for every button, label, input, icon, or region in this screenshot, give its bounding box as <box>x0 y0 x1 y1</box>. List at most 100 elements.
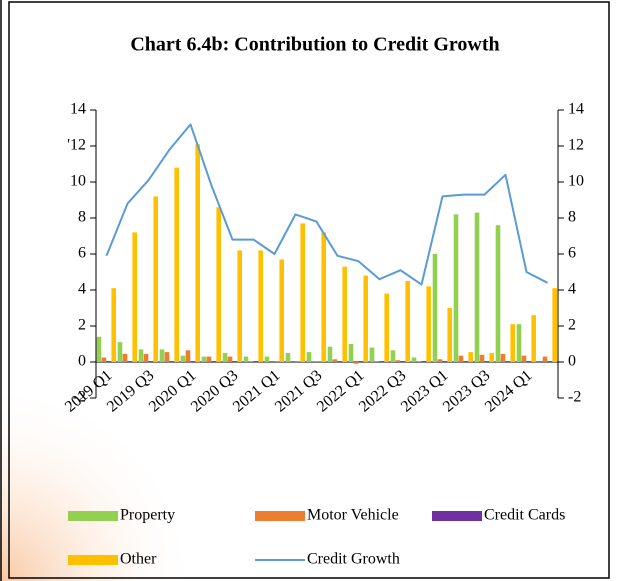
legend-label: Credit Cards <box>484 507 565 524</box>
bar <box>243 356 249 362</box>
y2-tick-label: 8 <box>568 209 576 226</box>
bar <box>495 225 501 362</box>
bar <box>526 361 532 362</box>
bar <box>195 144 200 362</box>
bar <box>400 361 406 362</box>
bar <box>106 361 112 362</box>
y2-tick-label: 4 <box>568 281 576 298</box>
y-tick-label: 2 <box>78 317 86 334</box>
bar <box>510 324 515 362</box>
bar <box>264 356 270 362</box>
bar <box>432 254 438 362</box>
x-tick-label: 2022 Q1 <box>314 367 367 416</box>
bar <box>531 315 536 362</box>
x-tick-label: 2021 Q3 <box>272 367 325 416</box>
bar <box>342 266 347 362</box>
x-tick-label: 2023 Q1 <box>398 367 451 416</box>
legend-label: Property <box>120 507 175 524</box>
bar <box>463 361 469 362</box>
bar <box>180 355 186 362</box>
bar <box>547 361 553 362</box>
x-tick-label: 2022 Q3 <box>356 367 409 416</box>
x-tick-label: 2024 Q1 <box>482 367 535 416</box>
bar <box>468 352 473 362</box>
bar <box>426 286 431 362</box>
bar <box>206 356 212 362</box>
bar <box>311 361 317 362</box>
y2-tick-label: 6 <box>568 245 576 262</box>
y2-tick-label: 14 <box>568 101 584 118</box>
bar <box>306 352 312 362</box>
bar <box>216 207 221 362</box>
x-tick-label: 2021 Q1 <box>230 367 283 416</box>
legend-label: Other <box>120 551 157 568</box>
x-tick-label: 2023 Q3 <box>440 367 493 416</box>
bar <box>285 353 291 362</box>
chart-frame <box>8 1 610 579</box>
y-tick-label: 14 <box>70 101 86 118</box>
y-tick-label: -2 <box>73 389 86 406</box>
bar <box>411 357 417 362</box>
bar <box>321 232 326 362</box>
y-tick-label: 8 <box>78 209 86 226</box>
bar <box>374 361 380 362</box>
bar <box>253 361 259 362</box>
bar <box>479 354 485 362</box>
bar <box>390 350 396 362</box>
bar <box>159 349 165 362</box>
bar <box>222 353 228 362</box>
background-decoration <box>0 380 200 581</box>
bar <box>542 356 548 362</box>
bar <box>379 361 385 362</box>
y2-tick-label: 0 <box>568 353 576 370</box>
legend-swatch <box>68 511 118 521</box>
bar <box>232 361 238 362</box>
bar <box>190 361 196 362</box>
bar <box>552 288 557 362</box>
bar <box>174 167 179 362</box>
bar <box>185 350 191 362</box>
bar <box>248 361 254 362</box>
y-tick-label: '12 <box>67 137 86 154</box>
legend-swatch <box>255 511 305 521</box>
y-tick-label: 6 <box>78 245 86 262</box>
bar <box>138 349 144 362</box>
bar <box>132 232 137 362</box>
bar <box>279 259 284 362</box>
bar <box>332 359 338 362</box>
y2-tick-label: -2 <box>568 389 581 406</box>
bar <box>327 346 333 362</box>
y2-tick-label: 2 <box>568 317 576 334</box>
bar <box>164 352 170 362</box>
y2-tick-label: 12 <box>568 137 584 154</box>
bar <box>484 361 490 362</box>
bar <box>227 356 233 362</box>
bar <box>489 353 494 362</box>
bar <box>300 223 305 362</box>
bar <box>474 212 480 362</box>
bar <box>122 353 128 362</box>
bar <box>369 347 375 362</box>
bar <box>143 353 149 362</box>
bar <box>458 355 464 362</box>
chart-title: Chart 6.4b: Contribution to Credit Growt… <box>130 34 499 56</box>
bar <box>395 360 401 362</box>
bar <box>500 353 506 362</box>
bar <box>96 336 102 362</box>
bar <box>111 288 116 362</box>
y2-tick-label: 10 <box>568 173 584 190</box>
bar <box>416 361 422 362</box>
bar <box>505 361 511 362</box>
bar <box>117 342 123 362</box>
legend-swatch <box>432 511 482 521</box>
bar <box>516 324 522 362</box>
legend-label: Credit Growth <box>307 551 400 568</box>
legend-swatch <box>68 555 118 565</box>
bar <box>442 361 448 362</box>
y-tick-label: 0 <box>78 353 86 370</box>
bar <box>201 356 207 362</box>
bar <box>405 281 410 362</box>
bar <box>258 250 263 362</box>
bar <box>127 361 133 362</box>
